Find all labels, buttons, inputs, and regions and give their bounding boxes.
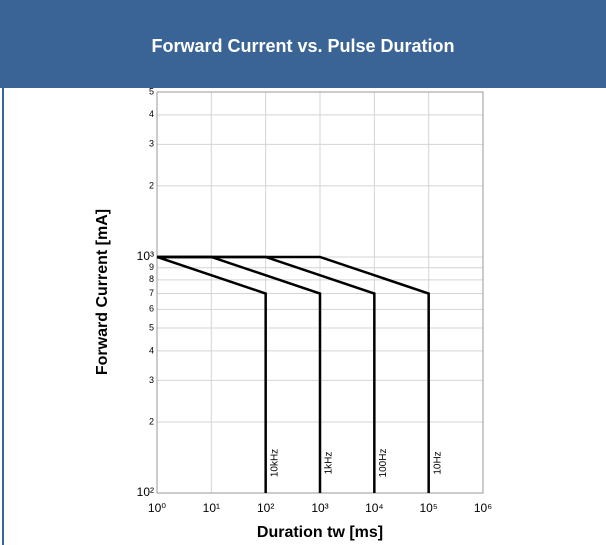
y-tick-label: 5 — [149, 322, 154, 332]
x-tick-label: 10³ — [311, 501, 328, 515]
y-tick-label: 10³ — [137, 249, 154, 263]
panel-border — [2, 88, 4, 545]
x-tick-label: 10⁵ — [420, 501, 438, 515]
y-tick-label: 3 — [149, 375, 154, 385]
y-axis-label: Forward Current [mA] — [94, 209, 111, 375]
y-tick-label: 6 — [149, 304, 154, 314]
y-tick-label: 4 — [149, 345, 154, 355]
y-tick-label: 2 — [149, 180, 154, 190]
y-tick-label: 3 — [149, 139, 154, 149]
series-label: 10Hz — [432, 451, 443, 474]
y-tick-label: 4 — [149, 109, 154, 119]
series-line — [156, 255, 267, 493]
x-tick-label: 10⁴ — [365, 501, 384, 515]
x-tick-label: 10⁰ — [148, 501, 166, 515]
series-label: 100Hz — [378, 449, 389, 478]
y-tick-label: 7 — [149, 288, 154, 298]
y-tick-label: 2 — [149, 416, 154, 426]
y-tick-label: 8 — [149, 274, 154, 284]
series-line — [157, 255, 322, 493]
x-tick-label: 10² — [257, 501, 274, 515]
series-label: 1kHz — [324, 452, 335, 475]
header — [0, 0, 606, 88]
series-line — [157, 255, 430, 493]
chart-title: Forward Current vs. Pulse Duration — [151, 36, 454, 56]
x-tick-label: 10⁶ — [474, 501, 492, 515]
y-tick-label: 10² — [137, 485, 154, 499]
x-axis-label: Duration tw [ms] — [257, 524, 383, 541]
series-label: 10kHz — [269, 449, 280, 477]
y-tick-label: 5 — [149, 86, 154, 96]
x-tick-label: 10¹ — [203, 501, 220, 515]
y-tick-label: 9 — [149, 262, 154, 272]
